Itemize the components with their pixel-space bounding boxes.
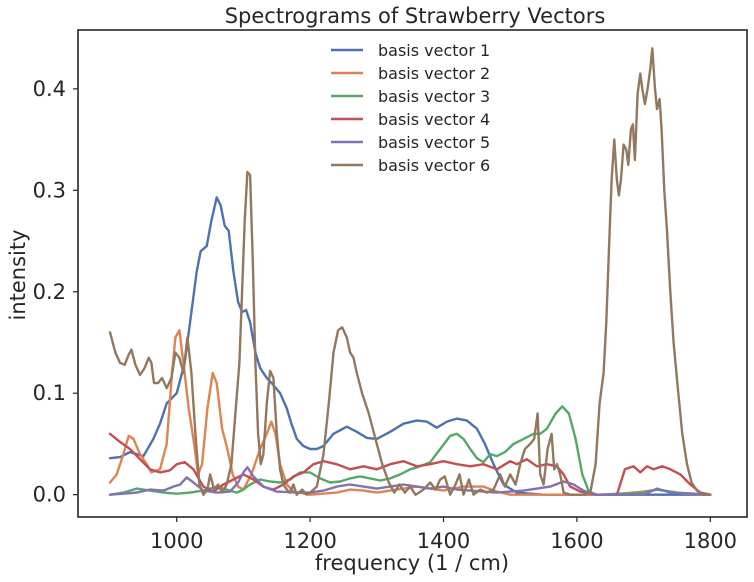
- y-tick-label: 0.3: [33, 178, 66, 202]
- legend-label: basis vector 6: [378, 156, 490, 175]
- chart-title: Spectrograms of Strawberry Vectors: [225, 4, 606, 28]
- x-tick-label: 1400: [417, 529, 470, 553]
- y-tick-label: 0.4: [33, 77, 66, 101]
- legend-label: basis vector 2: [378, 64, 490, 83]
- legend-label: basis vector 5: [378, 133, 490, 152]
- x-tick-label: 1800: [684, 529, 737, 553]
- x-tick-label: 1600: [550, 529, 603, 553]
- series-line-5: [108, 466, 712, 496]
- series-line-1: [108, 196, 712, 496]
- y-tick-label: 0.1: [33, 381, 66, 405]
- y-axis-ticks: 0.0 0.1 0.2 0.3 0.4: [33, 77, 78, 507]
- y-axis-label: intensity: [6, 229, 30, 320]
- legend-label: basis vector 3: [378, 87, 490, 106]
- series-lines: [108, 47, 712, 496]
- series-line-6: [108, 47, 712, 496]
- legend-label: basis vector 1: [378, 41, 490, 60]
- x-axis-label: frequency (1 / cm): [315, 551, 509, 575]
- x-tick-label: 1200: [283, 529, 336, 553]
- x-tick-label: 1000: [150, 529, 203, 553]
- legend-label: basis vector 4: [378, 110, 490, 129]
- y-tick-label: 0.2: [33, 280, 66, 304]
- chart-legend: basis vector 1 basis vector 2 basis vector…: [331, 41, 490, 175]
- plot-frame: [77, 29, 748, 518]
- x-axis-ticks: 1000 1200 1400 1600 1800: [150, 517, 737, 553]
- y-tick-label: 0.0: [33, 483, 66, 507]
